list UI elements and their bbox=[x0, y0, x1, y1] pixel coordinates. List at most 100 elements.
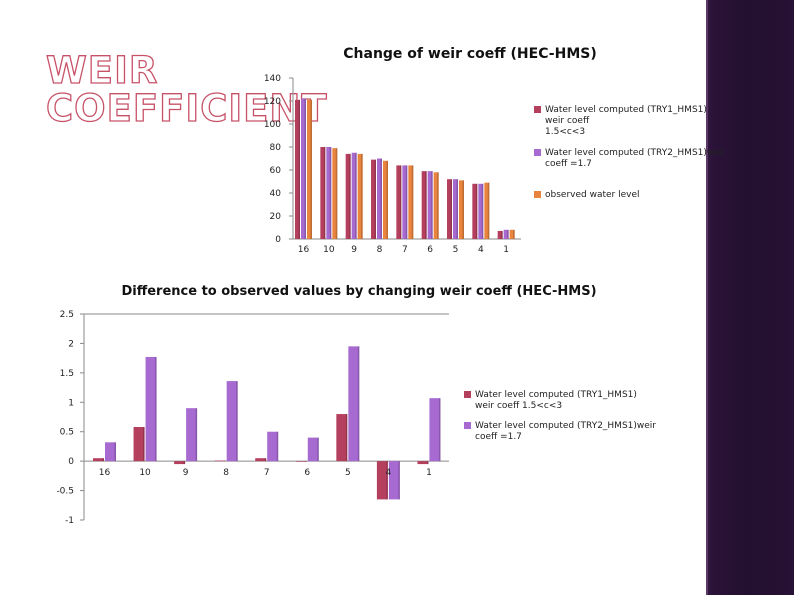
bar-2-5 bbox=[453, 179, 458, 239]
bar-1-7 bbox=[396, 165, 402, 239]
x-tick-label: 5 bbox=[453, 245, 459, 255]
bar-shade bbox=[236, 381, 238, 462]
bar-1-10 bbox=[320, 147, 326, 239]
y-tick-label: -1 bbox=[65, 516, 74, 526]
bar-shade bbox=[102, 458, 104, 462]
bar-shade bbox=[345, 414, 348, 462]
legend-entry: observed water level bbox=[545, 190, 640, 200]
bar-1-6 bbox=[421, 171, 427, 239]
bar-shade bbox=[329, 147, 332, 239]
bar-2-9 bbox=[186, 408, 198, 462]
bar-shade bbox=[305, 461, 307, 462]
bar-shade bbox=[317, 437, 319, 462]
bar-1-8 bbox=[214, 460, 226, 462]
bar-shade bbox=[426, 461, 429, 465]
x-tick-label: 7 bbox=[402, 245, 408, 255]
bar-shade bbox=[224, 460, 226, 462]
slide-title: WEIR COEFFICIENT bbox=[45, 49, 328, 130]
x-tick-label: 4 bbox=[478, 245, 484, 255]
y-tick-label: 100 bbox=[264, 120, 281, 130]
bar-shade bbox=[481, 183, 484, 239]
bar-shade bbox=[386, 160, 388, 239]
bar-shade bbox=[405, 165, 408, 239]
bar-shade bbox=[355, 152, 357, 239]
bar-2-7 bbox=[267, 431, 279, 462]
x-tick-label: 6 bbox=[304, 468, 310, 478]
bar-shade bbox=[437, 172, 439, 239]
bar-shade bbox=[462, 180, 464, 239]
bar-shade bbox=[513, 229, 515, 239]
legend-entry: Water level computed (TRY2_HMS1)weir coef… bbox=[475, 421, 656, 442]
bar-shade bbox=[323, 147, 326, 239]
bar-3-5 bbox=[459, 180, 464, 239]
slide-title-line-2: COEFFICIENT bbox=[45, 87, 328, 130]
bar-2-4 bbox=[478, 183, 484, 239]
x-tick-label: 5 bbox=[345, 468, 351, 478]
bar-3-7 bbox=[408, 165, 414, 239]
bar-2-4 bbox=[388, 461, 400, 500]
bar-3-9 bbox=[357, 153, 363, 239]
legend-entry: Water level computed (TRY2_HMS1)weir coef… bbox=[545, 148, 726, 169]
x-tick-label: 8 bbox=[377, 245, 383, 255]
bar-shade bbox=[357, 346, 360, 462]
bar-3-1 bbox=[509, 229, 515, 239]
bar-2-9 bbox=[351, 152, 357, 239]
bar-1-1 bbox=[417, 461, 429, 465]
bar-2-1 bbox=[503, 229, 509, 239]
y-tick-label: 1 bbox=[68, 398, 74, 408]
bar-1-9 bbox=[174, 461, 186, 465]
decorative-right-band bbox=[706, 0, 794, 595]
bar-shade bbox=[114, 442, 116, 462]
bar-3-16 bbox=[307, 99, 312, 239]
slide-title-line-1: WEIR bbox=[45, 49, 159, 92]
bar-1-4 bbox=[472, 183, 478, 239]
bar-3-10 bbox=[332, 148, 338, 239]
bar-2-16 bbox=[301, 98, 306, 239]
y-tick-label: 40 bbox=[270, 189, 282, 199]
y-tick-label: 140 bbox=[264, 74, 281, 84]
bar-1-8 bbox=[371, 159, 376, 239]
y-tick-label: 0.5 bbox=[60, 428, 74, 438]
y-tick-label: 0 bbox=[275, 235, 281, 245]
y-tick-label: 20 bbox=[270, 212, 282, 222]
bar-shade bbox=[431, 171, 433, 239]
bar-1-5 bbox=[336, 414, 348, 462]
bar-shade bbox=[411, 165, 414, 239]
y-tick-label: 1.5 bbox=[60, 369, 74, 379]
x-tick-label: 8 bbox=[223, 468, 229, 478]
bar-2-10 bbox=[326, 147, 332, 239]
bar-shade bbox=[155, 356, 157, 462]
bar-shade bbox=[361, 153, 363, 239]
bar-shade bbox=[298, 99, 300, 239]
y-tick-label: 0 bbox=[68, 457, 74, 467]
x-tick-label: 1 bbox=[426, 468, 432, 478]
y-tick-label: 120 bbox=[264, 97, 281, 107]
bar-shade bbox=[380, 158, 382, 239]
bar-shade bbox=[310, 99, 312, 239]
bar-2-6 bbox=[427, 171, 433, 239]
bar-shade bbox=[507, 229, 509, 239]
bar-3-6 bbox=[433, 172, 439, 239]
y-tick-label: 80 bbox=[270, 143, 282, 153]
x-tick-label: 6 bbox=[427, 245, 433, 255]
y-tick-label: 2.5 bbox=[60, 310, 74, 320]
x-tick-label: 10 bbox=[323, 245, 335, 255]
bar-shade bbox=[143, 427, 145, 462]
bar-shade bbox=[276, 431, 279, 462]
y-tick-label: -0.5 bbox=[56, 487, 74, 497]
bar-1-16 bbox=[295, 99, 300, 239]
bar-shade bbox=[456, 179, 458, 239]
x-tick-label: 1 bbox=[503, 245, 509, 255]
bar-shade bbox=[195, 408, 198, 462]
bar-2-10 bbox=[145, 356, 157, 462]
bar-2-5 bbox=[348, 346, 360, 462]
bar-shade bbox=[183, 461, 186, 465]
bar-shade bbox=[349, 153, 351, 239]
bar-shade bbox=[501, 230, 503, 239]
bar-2-8 bbox=[226, 381, 238, 462]
chart-title: Difference to observed values by changin… bbox=[121, 284, 596, 299]
bar-shade bbox=[335, 148, 338, 239]
bar-shade bbox=[438, 398, 441, 462]
bar-shade bbox=[386, 461, 388, 500]
